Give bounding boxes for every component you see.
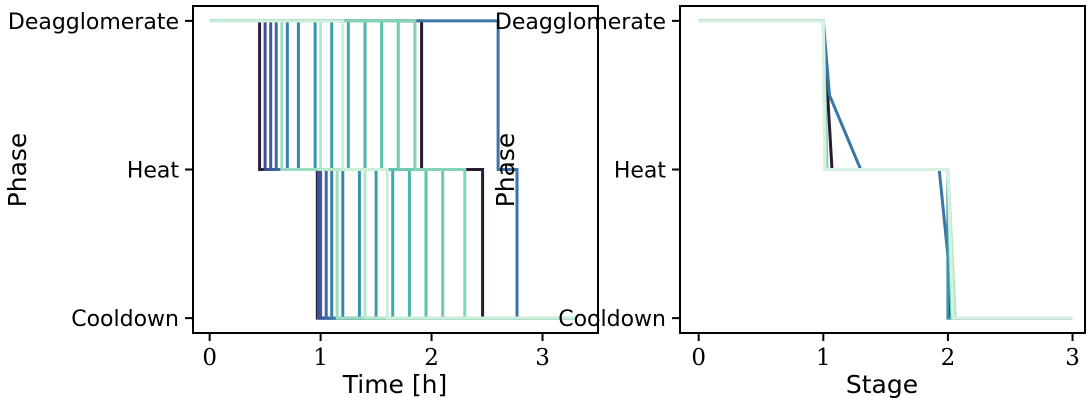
left-y-axis-label: Phase <box>3 133 32 208</box>
right-y-tick-label-1: Heat <box>614 159 667 184</box>
right-x-axis-label: Stage <box>846 370 918 399</box>
left-y-tick-label-1: Heat <box>127 159 180 184</box>
left-y-tick-label-2: Deagglomerate <box>8 10 179 35</box>
right-x-tick-label-2: 2 <box>941 345 956 371</box>
left-chart: 0 1 2 3 Cooldown Heat Deagglomerate Time [h] P… <box>3 5 599 399</box>
left-series-line-17 <box>209 19 576 320</box>
left-x-axis-label: Time [h] <box>342 370 447 399</box>
right-y-axis-label: Phase <box>491 133 520 208</box>
left-ticks: 0 1 2 3 Cooldown Heat Deagglomerate <box>8 10 550 371</box>
left-x-tick-label-0: 0 <box>202 345 217 371</box>
right-series-group <box>698 19 1073 320</box>
right-x-tick-label-3: 3 <box>1065 345 1080 371</box>
left-series-group <box>209 19 576 320</box>
left-x-tick-label-3: 3 <box>535 345 550 371</box>
right-y-tick-label-2: Deagglomerate <box>495 10 666 35</box>
left-y-tick-label-0: Cooldown <box>71 307 179 332</box>
right-series-line-5 <box>698 19 1073 320</box>
right-chart: 0 1 2 3 Cooldown Heat Deagglomerate Stage Phas… <box>491 5 1086 399</box>
left-x-tick-label-2: 2 <box>424 345 439 371</box>
right-x-tick-label-0: 0 <box>691 345 706 371</box>
right-ticks: 0 1 2 3 Cooldown Heat Deagglomerate <box>495 10 1080 371</box>
left-x-tick-label-1: 1 <box>313 345 328 371</box>
right-x-tick-label-1: 1 <box>816 345 831 371</box>
right-y-tick-label-0: Cooldown <box>558 307 666 332</box>
